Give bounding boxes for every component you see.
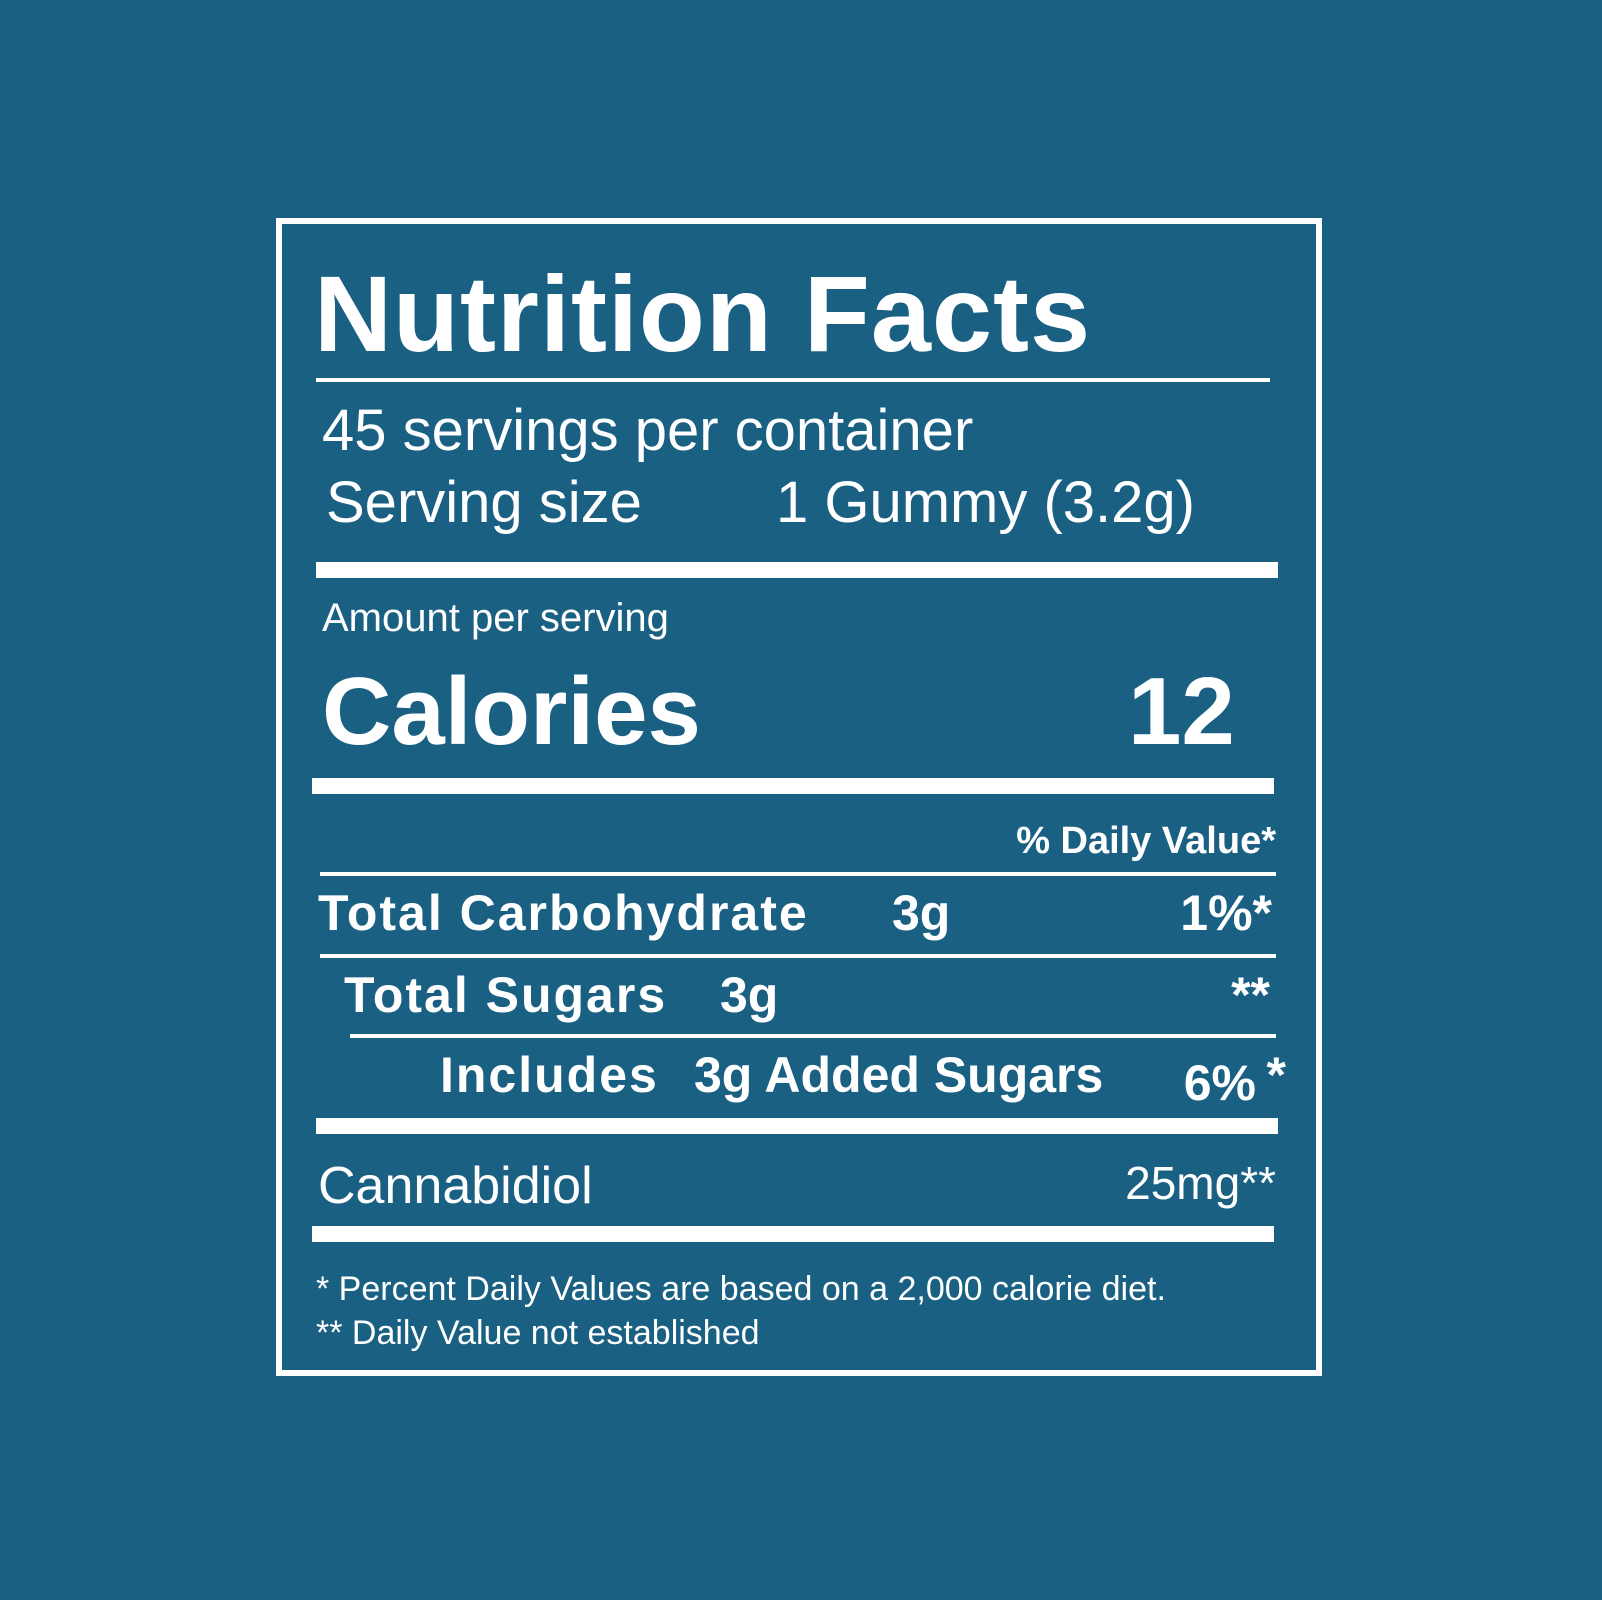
serving-size-label: Serving size <box>326 470 642 535</box>
nutrition-facts-panel <box>276 218 1322 1376</box>
amount-per-serving: Amount per serving <box>322 596 669 640</box>
divider-thick <box>316 562 1278 578</box>
nutrient-amount-total-carbohydrate: 3g <box>892 885 951 941</box>
divider-thick <box>312 1226 1274 1242</box>
nutrient-name-includes: Includes <box>440 1047 659 1103</box>
nutrient-dv-total-sugars: ** <box>1231 967 1270 1023</box>
serving-size-value: 1 Gummy (3.2g) <box>776 470 1195 535</box>
nutrient-dv-total-carbohydrate: 1%* <box>1180 885 1272 941</box>
nutrient-amount-total-sugars: 3g <box>720 967 779 1023</box>
divider-thick <box>312 778 1274 794</box>
calories-value: 12 <box>1128 658 1235 765</box>
nutrient-name-total-sugars: Total Sugars <box>344 967 668 1023</box>
nutrient-value-cannabidiol: 25mg** <box>1125 1157 1276 1209</box>
divider-thick <box>316 1118 1278 1134</box>
daily-value-header: % Daily Value* <box>1016 820 1276 862</box>
footnote-not-established: ** Daily Value not established <box>316 1314 760 1352</box>
nutrient-name-total-carbohydrate: Total Carbohydrate <box>318 885 809 941</box>
divider-thin <box>350 1034 1276 1038</box>
nutrient-dv-mark-added-sugars: * <box>1266 1047 1286 1103</box>
divider-thin <box>320 954 1276 958</box>
footnote-daily-values: * Percent Daily Values are based on a 2,… <box>316 1270 1166 1308</box>
label-title: Nutrition Facts <box>314 253 1092 374</box>
nutrient-name-cannabidiol: Cannabidiol <box>318 1157 593 1215</box>
divider-thin <box>320 872 1276 876</box>
nutrient-dv-added-sugars: 6% <box>1183 1055 1256 1111</box>
nutrient-amount-added-sugars: 3g Added Sugars <box>694 1047 1104 1103</box>
divider-thin <box>316 378 1270 382</box>
servings-per-container: 45 servings per container <box>322 398 974 463</box>
calories-label: Calories <box>322 658 701 765</box>
